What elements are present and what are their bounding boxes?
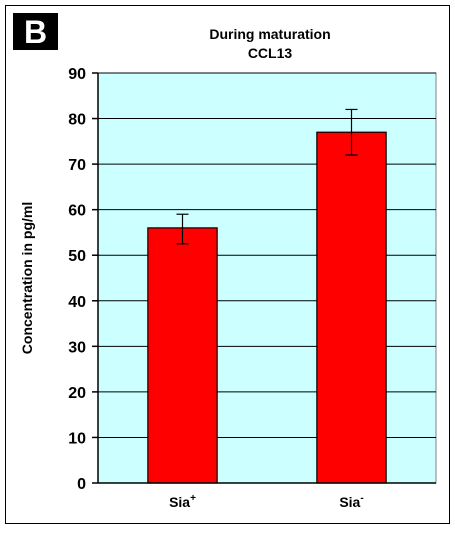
x-category-sup-1: -	[360, 493, 363, 504]
panel-label: B	[24, 14, 47, 50]
x-category-sup-0: +	[190, 493, 196, 504]
error-bars	[176, 108, 358, 245]
x-category-label-0: Sia+	[169, 493, 196, 510]
panel-label-box	[13, 13, 58, 50]
y-tick-label-40: 40	[68, 294, 86, 311]
y-axis-ticks: 0 10 20 30 40 50 60 70 80 90	[68, 66, 98, 493]
y-tick-label-70: 70	[68, 157, 86, 174]
y-tick-label-0: 0	[77, 476, 86, 493]
y-tick-label-80: 80	[68, 112, 86, 129]
bar-1	[316, 131, 387, 484]
x-category-base-0: Sia	[169, 494, 190, 510]
x-axis-labels: Sia+ Sia-	[169, 493, 364, 510]
y-tick-label-10: 10	[68, 430, 86, 447]
y-tick-label-90: 90	[68, 66, 86, 83]
bars	[147, 131, 387, 484]
x-category-base-1: Sia	[339, 494, 360, 510]
y-axis-label: Concentration in pg/ml	[19, 202, 35, 354]
y-tick-label-20: 20	[68, 385, 86, 402]
chart-subtitle: CCL13	[248, 45, 293, 61]
y-tick-label-60: 60	[68, 203, 86, 220]
y-tick-label-50: 50	[68, 248, 86, 265]
bar-0	[147, 227, 218, 484]
chart-title: During maturation	[209, 26, 330, 42]
y-tick-label-30: 30	[68, 339, 86, 356]
x-category-label-1: Sia-	[339, 493, 363, 510]
